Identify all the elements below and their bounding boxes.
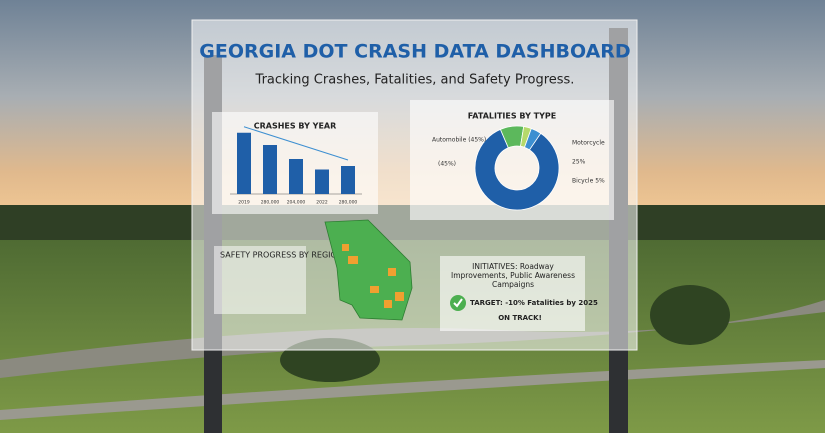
status: ON TRACK! bbox=[498, 314, 542, 322]
check-mark bbox=[453, 298, 463, 308]
initiatives: INITIATIVES: Roadway Improvements, Publi… bbox=[451, 262, 575, 289]
trees bbox=[650, 285, 730, 345]
title: GEORGIA DOT CRASH DATA DASHBOARD bbox=[199, 41, 630, 63]
panel bbox=[214, 246, 306, 314]
x-label: 204,000 bbox=[287, 200, 306, 206]
region-title: SAFETY PROGRESS BY REGION bbox=[220, 251, 343, 260]
bar bbox=[237, 132, 251, 194]
initiatives-box: INITIATIVES: Roadway Improvements, Publi… bbox=[451, 262, 575, 289]
subtitle: Tracking Crashes, Fatalities, and Safety… bbox=[255, 73, 575, 88]
trend-line bbox=[243, 126, 349, 161]
label: 25% bbox=[572, 159, 586, 166]
target: TARGET: -10% Fatalities by 2025 bbox=[470, 299, 598, 307]
x-label: 2022 bbox=[316, 200, 328, 206]
label: Bicycle 5% bbox=[572, 178, 605, 185]
georgia-map bbox=[324, 219, 413, 321]
donut-segment bbox=[524, 128, 542, 151]
x-label: 2019 bbox=[238, 200, 250, 206]
bar bbox=[315, 169, 329, 194]
bar bbox=[341, 166, 355, 194]
bar bbox=[289, 159, 303, 194]
donut-segment bbox=[474, 128, 560, 211]
bar bbox=[263, 145, 277, 194]
panel-title: CRASHES BY YEAR bbox=[254, 122, 337, 131]
label: (45%) bbox=[438, 161, 456, 168]
panel-title: FATALITIES BY TYPE bbox=[468, 112, 556, 121]
label: Automobile (45%) bbox=[432, 137, 486, 144]
x-label: 280,000 bbox=[261, 200, 280, 206]
panel bbox=[440, 256, 585, 331]
x-label: 280,000 bbox=[339, 200, 358, 206]
label: Motorcycle bbox=[572, 140, 605, 147]
